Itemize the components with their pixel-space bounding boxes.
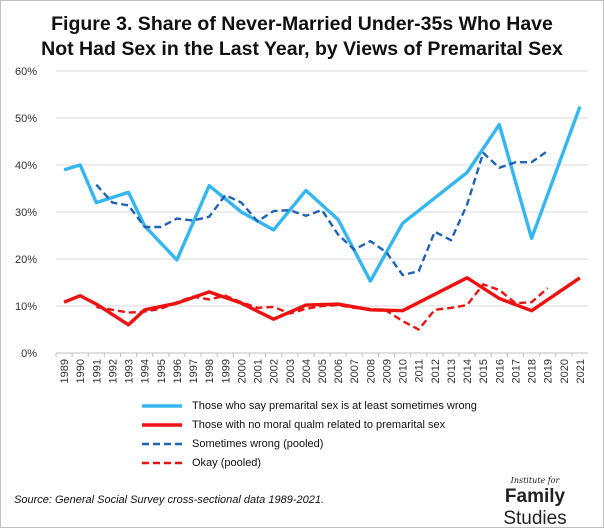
legend-item-3: Sometimes wrong (pooled) xyxy=(140,434,560,453)
x-tick-label: 1998 xyxy=(204,359,216,383)
x-tick-label: 2004 xyxy=(301,359,313,383)
legend-swatch xyxy=(142,403,182,408)
x-tick-label: 2006 xyxy=(333,359,345,383)
x-tick-label: 1993 xyxy=(124,359,136,383)
y-tick-label: 50% xyxy=(15,113,37,125)
series-line-2 xyxy=(63,276,581,327)
x-tick-label: 2020 xyxy=(559,359,571,383)
x-tick-label: 1997 xyxy=(188,359,200,383)
x-tick-label: 1996 xyxy=(172,359,184,383)
x-tick-label: 2011 xyxy=(414,359,426,383)
logo-main-text: Family Studies xyxy=(476,486,594,530)
chart-title-line-1: Figure 3. Share of Never-Married Under-3… xyxy=(51,13,553,35)
legend-item-1: Those who say premarital sex is at least… xyxy=(140,396,560,415)
x-tick-label: 2014 xyxy=(462,359,474,383)
x-tick-label: 2009 xyxy=(381,359,393,383)
x-tick-label: 2019 xyxy=(543,359,555,383)
logo-top-text: Institute for xyxy=(510,476,560,485)
x-tick-label: 2018 xyxy=(527,359,539,383)
chart-title: Figure 3. Share of Never-Married Under-3… xyxy=(0,12,604,62)
y-tick-label: 10% xyxy=(15,301,37,313)
series-line-3 xyxy=(95,149,549,277)
logo-word-studies: Studies xyxy=(503,508,567,529)
x-tick-label: 1994 xyxy=(140,359,152,383)
series-line-4 xyxy=(96,283,549,331)
y-tick-label: 30% xyxy=(15,207,37,219)
y-tick-label: 20% xyxy=(15,254,37,266)
chart-title-line-2: Not Had Sex in the Last Year, by Views o… xyxy=(41,38,563,60)
legend-label: Sometimes wrong (pooled) xyxy=(192,437,324,450)
y-tick-label: 40% xyxy=(15,160,37,172)
x-tick-label: 1990 xyxy=(75,359,87,383)
legend-swatch xyxy=(142,422,182,427)
x-tick-label: 2016 xyxy=(494,359,506,383)
y-tick-label: 60% xyxy=(15,66,37,78)
x-tick-label: 2000 xyxy=(236,359,248,383)
legend-swatch xyxy=(142,461,182,464)
x-tick-label: 1999 xyxy=(220,359,232,383)
x-tick-label: 2015 xyxy=(478,359,490,383)
chart-legend: Those who say premarital sex is at least… xyxy=(140,396,560,472)
x-tick-label: 2001 xyxy=(253,359,265,383)
x-tick-label: 2012 xyxy=(430,359,442,383)
x-tick-label: 2013 xyxy=(446,359,458,383)
legend-label: Those with no moral qualm related to pre… xyxy=(192,418,446,431)
x-tick-label: 1991 xyxy=(91,359,103,383)
source-note: Source: General Social Survey cross-sect… xyxy=(14,494,325,506)
legend-label: Those who say premarital sex is at least… xyxy=(192,399,477,412)
legend-swatch xyxy=(142,442,182,445)
x-tick-label: 2010 xyxy=(398,359,410,383)
x-tick-label: 2021 xyxy=(575,359,587,383)
publisher-logo: Institute for Family Studies xyxy=(476,476,594,530)
x-tick-label: 2002 xyxy=(269,359,281,383)
legend-item-2: Those with no moral qualm related to pre… xyxy=(140,415,560,434)
x-tick-label: 1989 xyxy=(59,359,71,383)
x-tick-label: 2007 xyxy=(349,359,361,383)
x-tick-label: 2017 xyxy=(510,359,522,383)
x-tick-label: 2008 xyxy=(365,359,377,383)
series-line-1 xyxy=(63,106,582,283)
x-tick-label: 1995 xyxy=(156,359,168,383)
x-tick-label: 2005 xyxy=(317,359,329,383)
x-tick-label: 1992 xyxy=(107,359,119,383)
y-tick-label: 0% xyxy=(21,348,37,360)
legend-label: Okay (pooled) xyxy=(192,456,262,469)
legend-item-4: Okay (pooled) xyxy=(140,453,560,472)
x-tick-label: 2003 xyxy=(285,359,297,383)
logo-word-family: Family xyxy=(504,486,566,507)
